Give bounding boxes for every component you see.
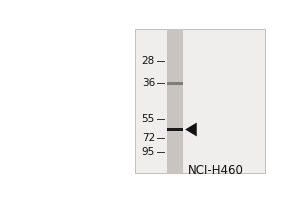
Text: 72: 72 — [142, 133, 155, 143]
Text: 28: 28 — [142, 56, 155, 66]
Bar — [167, 82, 183, 85]
Text: 95: 95 — [142, 147, 155, 157]
Polygon shape — [185, 123, 197, 136]
Bar — [135, 29, 266, 173]
Bar — [167, 29, 183, 173]
Text: NCI-H460: NCI-H460 — [188, 164, 244, 177]
Bar — [167, 128, 183, 131]
Text: 36: 36 — [142, 78, 155, 88]
Text: 55: 55 — [142, 114, 155, 124]
